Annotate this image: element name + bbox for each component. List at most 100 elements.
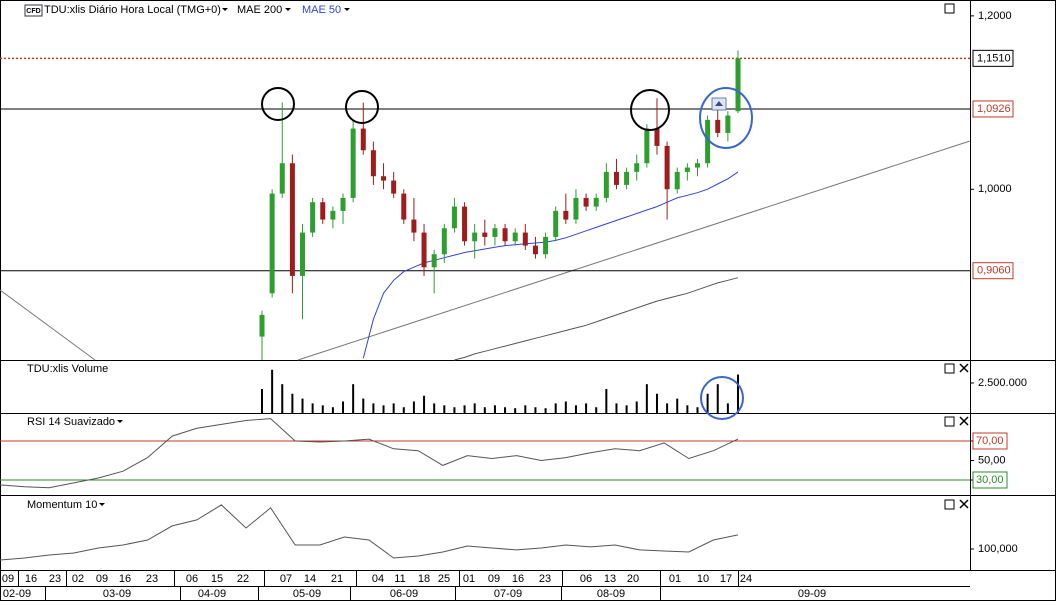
- candle-body: [553, 210, 559, 237]
- x-tick-label: 20: [627, 573, 639, 585]
- candle-body: [300, 232, 306, 276]
- dropdown-arrow[interactable]: [222, 8, 228, 11]
- x-tick-label: 16: [512, 573, 524, 585]
- y-tick-label: 100,000: [978, 543, 1018, 555]
- x-tick-label: 17: [720, 573, 732, 585]
- candle-body: [593, 197, 599, 207]
- moving-average: [454, 277, 739, 361]
- month-label: 03-09: [103, 588, 131, 600]
- candle-body: [472, 232, 478, 242]
- x-tick-label: 10: [697, 573, 709, 585]
- candle-body: [603, 171, 609, 198]
- volume-bar: [676, 398, 679, 413]
- maximize-button[interactable]: [944, 499, 955, 510]
- candle-body: [310, 202, 316, 233]
- x-tick-label: 06: [186, 573, 198, 585]
- indicator-line: [0, 504, 739, 561]
- month-label: 05-09: [293, 588, 321, 600]
- volume-bar: [534, 407, 537, 413]
- dropdown-arrow[interactable]: [117, 420, 123, 423]
- candle-body: [350, 128, 356, 198]
- moving-average: [362, 171, 739, 359]
- candle-body: [441, 228, 447, 255]
- y-tick-label: 30,00: [976, 474, 1004, 486]
- x-tick-label: 22: [237, 573, 249, 585]
- close-button[interactable]: [959, 363, 969, 373]
- x-tick-label: 01: [669, 573, 681, 585]
- level-label: 1,0926: [977, 103, 1011, 115]
- x-tick-label: 23: [49, 573, 61, 585]
- candle-body: [502, 228, 508, 242]
- volume-bar: [301, 398, 304, 413]
- candle-body: [664, 145, 670, 190]
- volume-bar: [331, 407, 334, 413]
- legend-entry[interactable]: MAE 200: [237, 4, 282, 16]
- candle-body: [583, 197, 589, 207]
- badge-text: CFD: [26, 8, 40, 15]
- legend-entry[interactable]: MAE 50: [302, 4, 341, 16]
- y-tick-label: 1,2000: [978, 10, 1012, 22]
- panel-title[interactable]: RSI 14 Suavizado: [27, 416, 115, 428]
- maximize-button[interactable]: [944, 416, 955, 427]
- volume-bar: [493, 405, 496, 413]
- volume-bar: [514, 408, 517, 413]
- annotation-circle: [630, 89, 670, 131]
- volume-bar: [706, 393, 709, 413]
- candle-body: [735, 58, 741, 112]
- candle-body: [725, 115, 731, 133]
- volume-bar: [554, 403, 557, 413]
- panel-title[interactable]: TDU:xlis Diário Hora Local (TMG+0): [44, 4, 221, 16]
- level-label-box: [972, 100, 1014, 118]
- x-tick-label: 01: [463, 573, 475, 585]
- close-button[interactable]: [959, 499, 969, 509]
- volume-bar: [645, 384, 648, 413]
- volume-bar: [362, 398, 365, 413]
- x-tick-label: 13: [604, 573, 616, 585]
- volume-bar: [504, 407, 507, 413]
- dropdown-arrow[interactable]: [285, 8, 291, 11]
- candle-body: [320, 202, 326, 220]
- volume-bar: [615, 403, 618, 413]
- close-button[interactable]: [959, 416, 969, 426]
- volume-bar: [342, 401, 345, 413]
- volume-bar: [625, 405, 628, 413]
- candle-body: [340, 197, 346, 211]
- month-label: 07-09: [494, 588, 522, 600]
- volume-bar: [443, 405, 446, 413]
- y-tick-label: 1,0000: [978, 183, 1012, 195]
- level-label: 0,9060: [977, 265, 1011, 277]
- x-tick-label: 23: [539, 573, 551, 585]
- x-tick-label: 18: [418, 573, 430, 585]
- volume-bar: [271, 369, 274, 413]
- volume-bar: [666, 403, 669, 413]
- maximize-button[interactable]: [944, 363, 955, 374]
- volume-bar: [635, 401, 638, 413]
- dropdown-arrow[interactable]: [99, 503, 105, 506]
- dropdown-arrow[interactable]: [344, 8, 350, 11]
- candle-body: [259, 314, 265, 337]
- x-tick-label: 25: [438, 573, 450, 585]
- indicator-line: [0, 418, 739, 489]
- x-tick-label: 14: [304, 573, 316, 585]
- y-tick-label: 50,00: [978, 454, 1006, 466]
- candle-body: [492, 228, 498, 237]
- candle-body: [411, 219, 417, 233]
- volume-bar: [585, 403, 588, 413]
- candle-body: [715, 119, 721, 133]
- maximize-button[interactable]: [944, 3, 955, 14]
- trend-line: [297, 140, 971, 361]
- alert-icon-arrow: [715, 101, 723, 106]
- month-label: 02-09: [3, 588, 31, 600]
- candle-body: [269, 193, 275, 294]
- badge: [24, 4, 43, 17]
- candle-body: [624, 171, 630, 185]
- candle-body: [451, 206, 457, 229]
- candle-body: [684, 167, 690, 172]
- panel-buttons: [944, 363, 969, 510]
- candle-body: [563, 210, 569, 220]
- panel-title[interactable]: Momentum 10: [27, 499, 97, 511]
- volume-bar: [392, 403, 395, 413]
- volume-bar: [524, 405, 527, 413]
- volume-bar: [423, 395, 426, 413]
